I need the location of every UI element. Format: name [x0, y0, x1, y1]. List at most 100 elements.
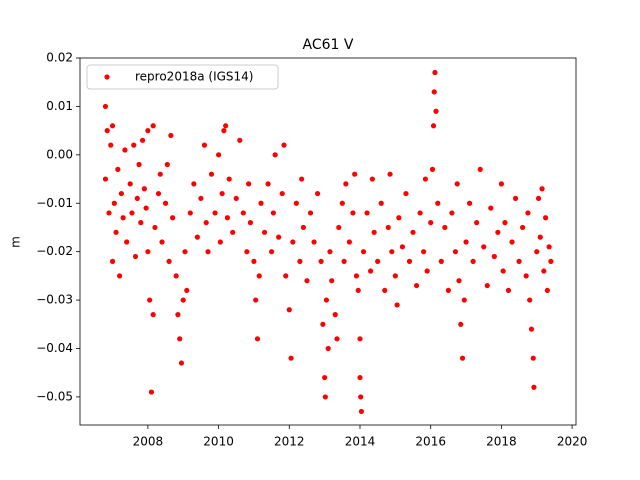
data-point — [516, 258, 522, 264]
data-point — [389, 249, 395, 255]
data-point — [548, 258, 554, 264]
data-point — [355, 287, 361, 294]
data-point — [394, 302, 400, 308]
data-point — [463, 239, 469, 245]
data-point — [129, 210, 135, 216]
data-point — [530, 355, 536, 361]
data-point — [392, 273, 398, 279]
data-point — [283, 273, 289, 279]
data-point — [387, 171, 393, 177]
data-point — [520, 224, 526, 231]
data-point — [246, 181, 252, 187]
data-point — [454, 181, 460, 187]
data-point — [410, 229, 416, 235]
data-point — [240, 210, 246, 216]
data-point — [322, 374, 328, 381]
data-point — [477, 166, 483, 172]
data-point — [297, 258, 303, 264]
data-point — [164, 161, 170, 168]
data-point — [360, 249, 367, 255]
data-point — [546, 244, 552, 250]
data-point — [413, 282, 420, 289]
y-tick-label: −0.02 — [36, 244, 73, 258]
data-point — [191, 181, 197, 187]
data-point — [406, 258, 413, 264]
data-point — [131, 142, 137, 148]
data-point — [358, 394, 364, 400]
data-point — [474, 220, 480, 226]
data-point — [307, 210, 314, 216]
data-point — [343, 181, 349, 187]
data-point — [375, 258, 381, 264]
data-point — [269, 249, 275, 255]
chart-title: AC61 V — [303, 37, 354, 53]
data-point — [247, 220, 254, 226]
data-point — [322, 394, 328, 400]
data-point — [523, 273, 529, 279]
x-tick-label: 2014 — [345, 435, 376, 449]
data-point — [537, 234, 543, 240]
y-tick-label: 0.01 — [46, 99, 73, 113]
data-point — [505, 287, 512, 294]
data-point — [334, 336, 340, 342]
data-point — [346, 239, 352, 245]
data-point — [194, 234, 200, 240]
x-tick-label: 2020 — [557, 435, 588, 449]
y-tick-label: −0.01 — [36, 196, 73, 210]
data-point — [109, 123, 116, 129]
data-point — [481, 244, 487, 250]
data-point — [458, 321, 464, 327]
data-point — [134, 195, 140, 202]
data-point — [261, 229, 268, 235]
data-point — [155, 190, 162, 197]
data-point — [466, 200, 473, 206]
data-point — [104, 128, 110, 134]
data-point — [170, 215, 176, 221]
y-tick-label: −0.04 — [36, 341, 73, 355]
data-point — [323, 297, 330, 303]
data-point — [168, 132, 174, 139]
data-point — [201, 142, 208, 148]
data-point — [198, 195, 204, 202]
data-point — [244, 249, 250, 255]
legend-label: repro2018a (IGS14) — [135, 70, 253, 84]
y-tick-label: −0.03 — [36, 293, 73, 307]
data-point — [106, 210, 112, 216]
data-point — [215, 152, 222, 158]
legend-marker — [104, 74, 110, 80]
data-point — [491, 253, 497, 260]
data-point — [221, 128, 227, 134]
data-point — [534, 249, 540, 255]
data-point — [182, 249, 188, 255]
data-point — [527, 297, 533, 303]
data-point — [139, 137, 146, 143]
x-tick-label: 2016 — [415, 435, 446, 449]
data-point — [442, 224, 448, 231]
data-point — [108, 142, 114, 148]
data-point — [341, 258, 347, 264]
data-point — [177, 336, 183, 342]
data-point — [484, 282, 490, 289]
data-point — [300, 224, 307, 231]
data-point — [364, 210, 370, 216]
data-point — [256, 273, 262, 279]
data-point — [118, 190, 124, 197]
legend-box — [86, 64, 279, 90]
data-point — [325, 345, 331, 352]
data-point — [470, 258, 476, 264]
x-tick-label: 2010 — [203, 435, 234, 449]
data-point — [286, 307, 292, 313]
data-point — [212, 210, 218, 216]
data-point — [166, 258, 172, 264]
data-point — [265, 181, 271, 187]
data-point — [498, 181, 505, 187]
data-point — [299, 176, 305, 182]
data-point — [432, 69, 438, 76]
data-point — [378, 200, 384, 206]
data-point — [147, 297, 153, 303]
data-point — [208, 171, 215, 177]
data-point — [535, 195, 542, 202]
y-axis-label: m — [9, 236, 23, 248]
data-point — [495, 229, 501, 235]
